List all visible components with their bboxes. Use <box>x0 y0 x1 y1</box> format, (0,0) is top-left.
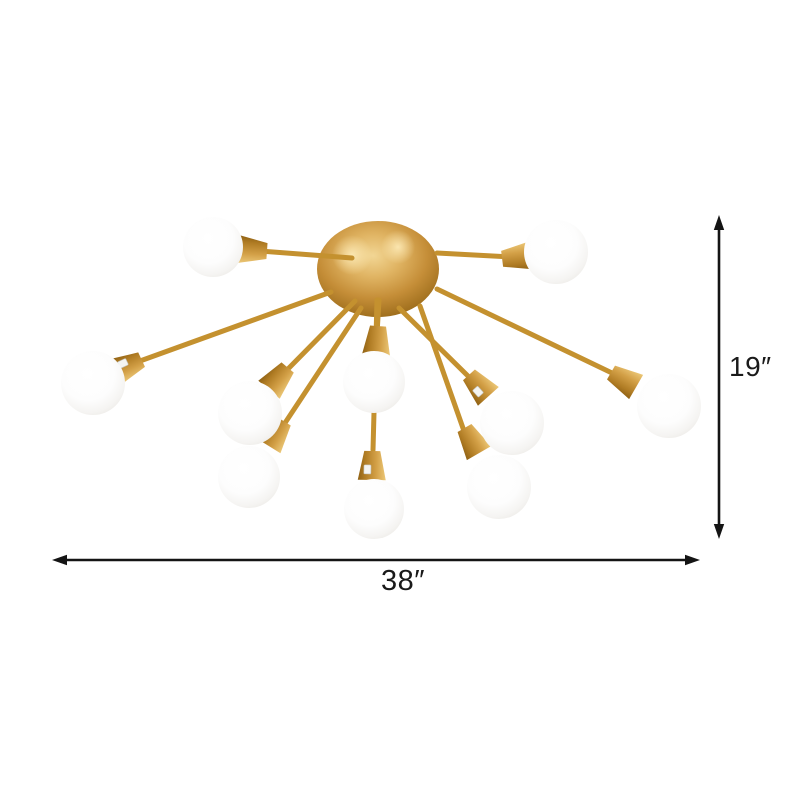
bulb-socket <box>357 450 386 481</box>
arm-rod <box>257 248 355 261</box>
arm-rod <box>417 303 467 434</box>
canopy-highlight <box>332 235 372 275</box>
bulb-socket <box>237 235 268 263</box>
bulb-globe <box>480 391 544 455</box>
bulb-globe <box>343 351 405 413</box>
globes-layer <box>61 217 701 539</box>
bulb-globe <box>183 217 243 277</box>
arrow-up-icon <box>713 215 725 230</box>
bulb-globe <box>524 220 588 284</box>
canopy-highlight <box>381 230 415 264</box>
bulb-socket <box>607 365 644 400</box>
arm-rod <box>137 289 334 364</box>
socket-sticker <box>472 386 484 398</box>
canopy-layer <box>317 221 439 317</box>
arm-rod <box>283 298 358 374</box>
arm-rod <box>434 250 514 260</box>
arrow-right-icon <box>685 554 700 566</box>
bulb-socket <box>463 369 499 406</box>
bulb-socket <box>258 362 294 399</box>
arrow-down-icon <box>713 524 725 539</box>
socket-sticker <box>363 464 372 475</box>
bulb-socket <box>362 325 390 356</box>
arm-rod <box>434 286 615 376</box>
bulb-globe <box>218 446 280 508</box>
bulb-socket <box>457 424 492 461</box>
bulb-globe <box>218 381 282 445</box>
arm-rod <box>280 305 364 429</box>
dimension-arrows-layer <box>52 215 725 566</box>
bulb-globe <box>467 455 531 519</box>
height-dimension-label: 19″ <box>729 351 772 382</box>
bulb-globe <box>344 479 404 539</box>
arrow-left-icon <box>52 554 67 566</box>
rods-layer <box>137 248 615 453</box>
width-dimension-label: 38″ <box>381 565 426 597</box>
bulb-globe <box>637 374 701 438</box>
bulb-socket <box>256 417 291 454</box>
bulb-globe <box>61 351 125 415</box>
